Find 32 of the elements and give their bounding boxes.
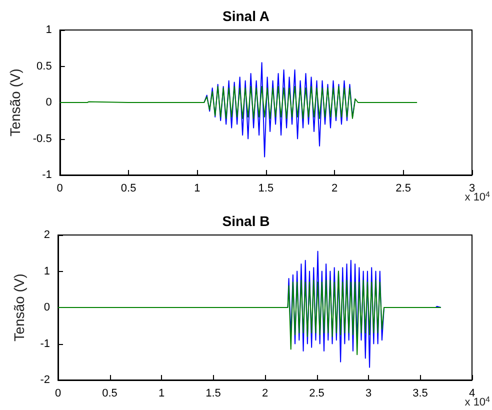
y-tick-label: 1 [46,24,52,36]
x-tick-label: 0.5 [102,388,118,400]
y-tick-label: -2 [40,374,50,386]
chart-title: Sinal A [222,8,270,24]
y-tick-label: 1 [44,265,50,278]
y-tick-label: 0 [44,302,50,314]
x-tick-label: 3.5 [412,388,428,400]
x-tick-label: 1 [194,182,200,194]
x-tick-label: 0 [56,182,63,194]
line-series [59,86,418,119]
x-tick-label: 3 [468,182,476,194]
x-tick-label: 1 [158,388,165,400]
x-tick-label: 4 [468,388,476,400]
y-tick-label: -1 [40,338,50,350]
x-tick-label: 2 [262,388,268,400]
y-tick-label: 0.5 [36,60,52,72]
y-axis-title: Tensão (V) [7,68,23,136]
x-tick-label: 2 [332,182,338,194]
x-tick-label: 0.5 [120,182,136,194]
x-tick-label: 2.5 [396,182,411,194]
y-tick-label: -1 [42,169,52,181]
y-tick-label: 2 [44,229,50,241]
x-tick-label: 0 [54,388,62,400]
chart-title: Sinal B [222,213,270,229]
x-tick-label: 1.5 [258,182,274,194]
y-axis-title: Tensão (V) [11,274,27,342]
y-tick-label: 0 [46,96,52,108]
x-tick-label: 2.5 [309,388,324,400]
x-tick-label: 1.5 [206,388,221,400]
y-tick-label: -0.5 [32,132,52,145]
x-tick-label: 3 [365,388,372,400]
line-series [58,270,442,356]
